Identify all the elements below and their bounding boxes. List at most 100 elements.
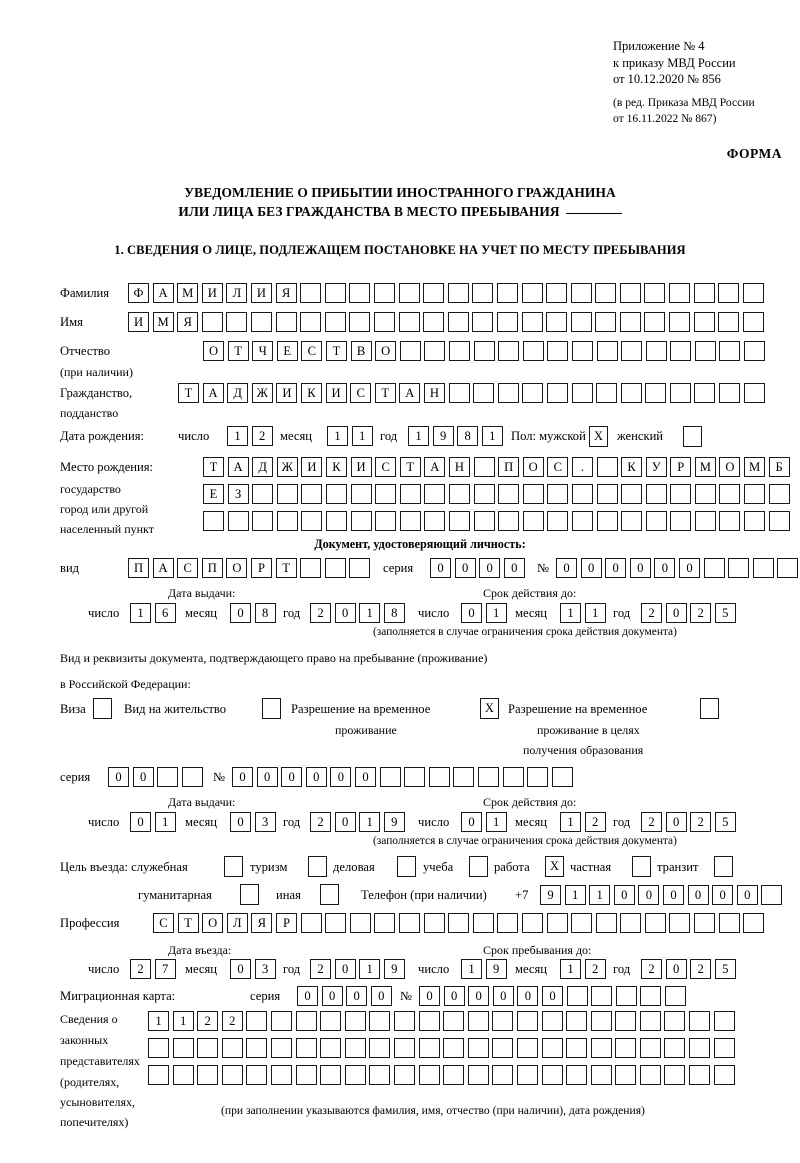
char-cell[interactable]: В	[350, 341, 372, 361]
char-cell[interactable]: М	[177, 283, 199, 303]
char-cell[interactable]: У	[645, 457, 667, 477]
char-cell[interactable]	[645, 511, 667, 531]
char-cell[interactable]	[713, 1065, 735, 1085]
char-cell[interactable]: 1	[351, 426, 373, 446]
char-cell[interactable]: Я	[275, 283, 297, 303]
char-cell[interactable]	[621, 484, 643, 504]
char-cell[interactable]	[619, 283, 641, 303]
char-cell[interactable]	[744, 484, 766, 504]
char-cell[interactable]	[300, 283, 322, 303]
char-cell[interactable]	[645, 484, 667, 504]
char-cell[interactable]: З	[227, 484, 249, 504]
char-cell[interactable]	[325, 484, 347, 504]
char-cell[interactable]: 9	[383, 959, 405, 979]
purpose-study-checkbox[interactable]	[469, 856, 488, 877]
char-cell[interactable]: 0	[605, 558, 627, 578]
char-cell[interactable]: 0	[461, 603, 482, 623]
char-cell[interactable]: Р	[250, 558, 272, 578]
char-cell[interactable]: Т	[374, 383, 396, 403]
char-cell[interactable]: 1	[485, 812, 507, 832]
char-cell[interactable]: 0	[468, 986, 490, 1006]
char-cell[interactable]	[516, 1038, 538, 1058]
char-cell[interactable]: 9	[383, 812, 405, 832]
char-cell[interactable]	[522, 484, 544, 504]
char-cell[interactable]	[590, 1011, 612, 1031]
char-cell[interactable]	[546, 383, 568, 403]
char-cell[interactable]	[300, 312, 322, 332]
char-cell[interactable]: 0	[232, 767, 253, 787]
char-cell[interactable]: О	[719, 457, 741, 477]
char-cell[interactable]: Т	[399, 457, 421, 477]
char-cell[interactable]: 9	[540, 885, 561, 905]
char-cell[interactable]: С	[350, 383, 372, 403]
char-cell[interactable]	[639, 1065, 661, 1085]
char-cell[interactable]: 2	[310, 603, 331, 623]
char-cell[interactable]: И	[128, 312, 149, 332]
char-cell[interactable]	[418, 1065, 440, 1085]
char-cell[interactable]: 0	[736, 885, 758, 905]
char-cell[interactable]: 1	[227, 426, 248, 446]
char-cell[interactable]	[148, 1038, 169, 1058]
char-cell[interactable]	[453, 767, 475, 787]
char-cell[interactable]: 2	[130, 959, 151, 979]
char-cell[interactable]	[270, 1038, 292, 1058]
char-cell[interactable]	[398, 312, 420, 332]
char-cell[interactable]	[496, 283, 518, 303]
char-cell[interactable]: 0	[130, 812, 151, 832]
char-cell[interactable]: Б	[768, 457, 790, 477]
char-cell[interactable]	[496, 312, 518, 332]
temp-residence-edu-checkbox[interactable]	[700, 698, 719, 719]
char-cell[interactable]	[547, 484, 569, 504]
char-cell[interactable]	[398, 283, 420, 303]
char-cell[interactable]	[703, 558, 725, 578]
char-cell[interactable]	[498, 341, 520, 361]
char-cell[interactable]	[669, 913, 691, 933]
char-cell[interactable]	[350, 511, 372, 531]
char-cell[interactable]: 0	[297, 986, 318, 1006]
char-cell[interactable]: 2	[690, 959, 712, 979]
char-cell[interactable]	[497, 913, 519, 933]
char-cell[interactable]: 0	[613, 885, 635, 905]
char-cell[interactable]: 1	[560, 959, 581, 979]
char-cell[interactable]	[197, 1038, 219, 1058]
char-cell[interactable]	[551, 767, 573, 787]
char-cell[interactable]	[595, 913, 617, 933]
char-cell[interactable]: 0	[443, 986, 465, 1006]
char-cell[interactable]	[492, 1038, 514, 1058]
char-cell[interactable]	[664, 986, 686, 1006]
char-cell[interactable]: 1	[589, 885, 611, 905]
char-cell[interactable]: 1	[327, 426, 348, 446]
char-cell[interactable]: А	[152, 558, 174, 578]
char-cell[interactable]	[694, 511, 716, 531]
char-cell[interactable]: 2	[197, 1011, 219, 1031]
char-cell[interactable]	[443, 1065, 465, 1085]
char-cell[interactable]	[777, 558, 799, 578]
char-cell[interactable]: О	[226, 558, 248, 578]
char-cell[interactable]	[472, 283, 494, 303]
char-cell[interactable]	[621, 511, 643, 531]
char-cell[interactable]	[522, 511, 544, 531]
char-cell[interactable]	[521, 913, 543, 933]
char-cell[interactable]	[349, 913, 371, 933]
char-cell[interactable]	[448, 383, 470, 403]
char-cell[interactable]	[595, 283, 617, 303]
char-cell[interactable]	[181, 767, 203, 787]
char-cell[interactable]	[246, 1065, 268, 1085]
char-cell[interactable]: 8	[383, 603, 405, 623]
char-cell[interactable]: И	[325, 383, 347, 403]
char-cell[interactable]: Е	[203, 484, 224, 504]
char-cell[interactable]	[399, 341, 421, 361]
char-cell[interactable]: 1	[154, 812, 176, 832]
char-cell[interactable]: Т	[325, 341, 347, 361]
char-cell[interactable]: 0	[132, 767, 154, 787]
purpose-tourism-checkbox[interactable]	[308, 856, 327, 877]
char-cell[interactable]: 0	[281, 767, 303, 787]
char-cell[interactable]: 0	[541, 986, 563, 1006]
char-cell[interactable]	[541, 1065, 563, 1085]
char-cell[interactable]	[252, 511, 274, 531]
